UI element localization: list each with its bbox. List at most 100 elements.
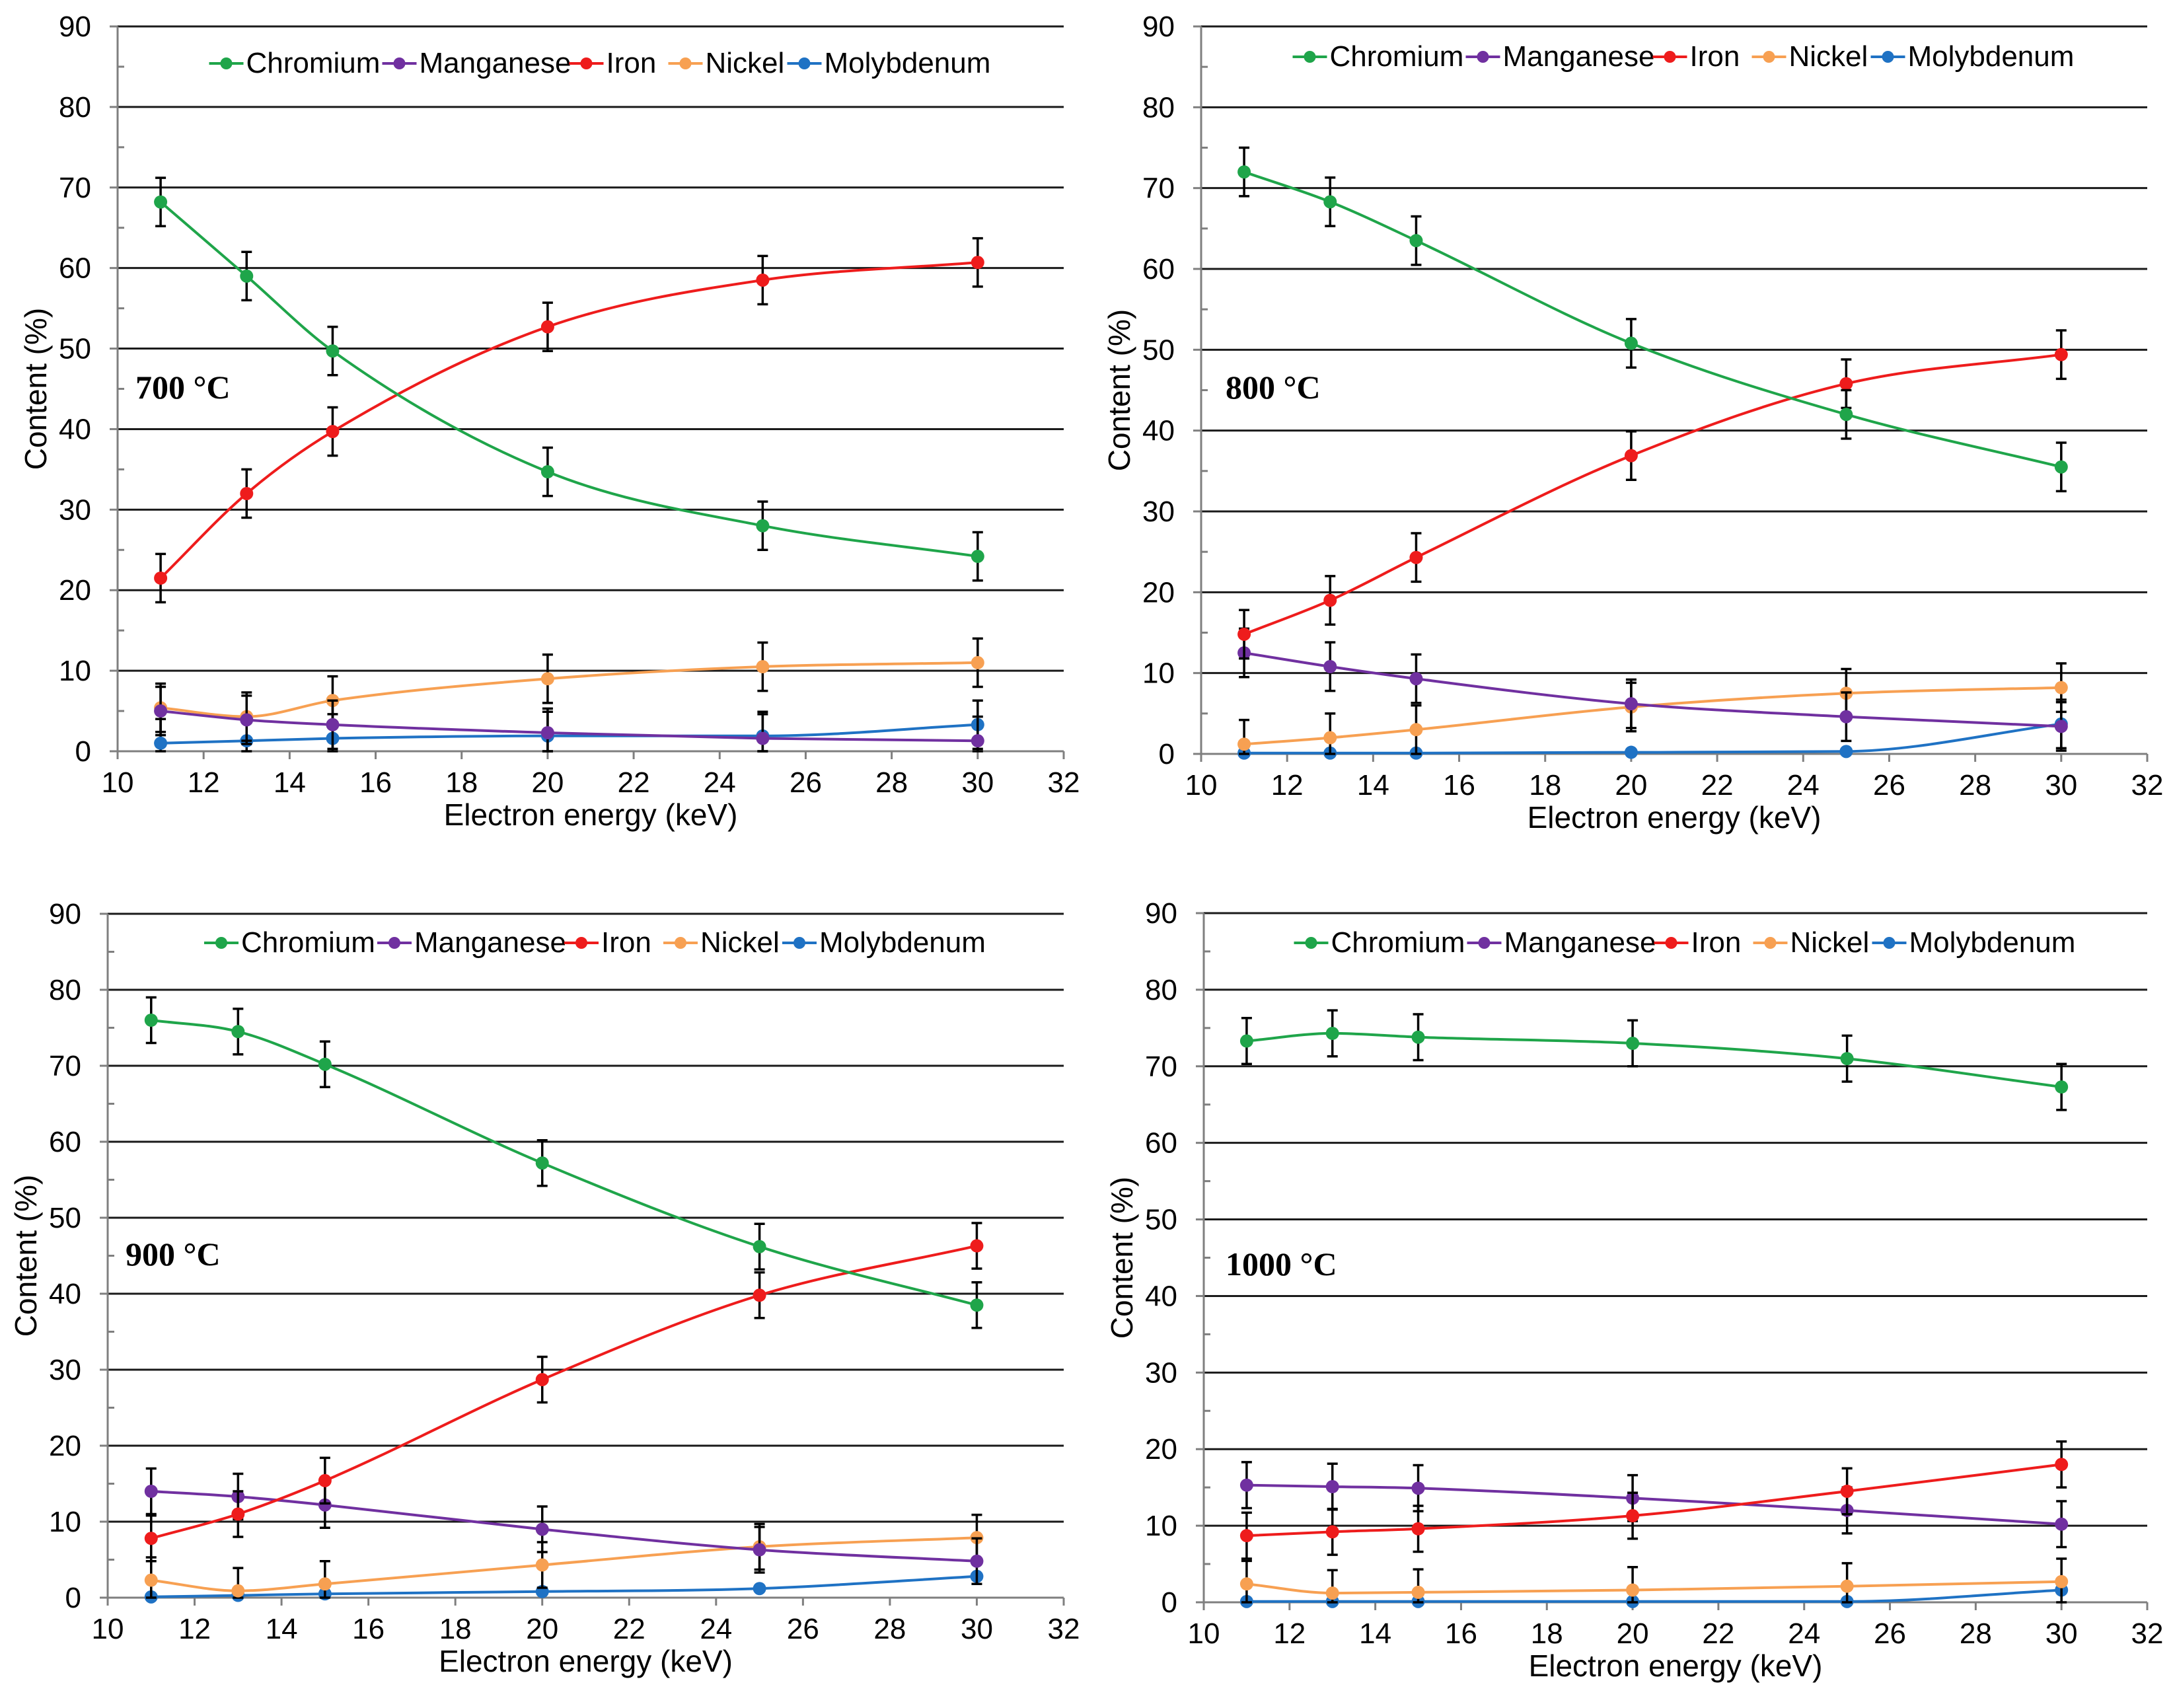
- legend-item: Molybdenum: [1870, 40, 2074, 73]
- legend-label: Nickel: [1789, 40, 1868, 73]
- x-tick-label: 20: [531, 766, 564, 799]
- data-point: [753, 1288, 766, 1302]
- series-line: [1246, 1031, 2062, 1089]
- x-tick-label: 28: [1960, 1617, 1992, 1650]
- data-point: [1239, 1034, 1253, 1048]
- y-axis-title: Content (%): [1105, 1177, 1139, 1339]
- temperature-label: 1000 °C: [1226, 1245, 1337, 1282]
- data-point: [318, 1577, 332, 1591]
- y-tick-label: 40: [49, 1278, 81, 1310]
- y-tick-label: 50: [1142, 334, 1175, 366]
- data-point: [535, 1372, 549, 1386]
- data-point: [1840, 1052, 1854, 1066]
- y-tick-label: 30: [59, 494, 91, 526]
- x-tick-label: 30: [2045, 1617, 2078, 1650]
- x-tick-label: 28: [1959, 769, 1991, 801]
- data-point: [326, 425, 340, 439]
- legend-item: Chromium: [209, 47, 380, 79]
- x-tick-label: 18: [445, 766, 478, 799]
- data-point: [1624, 697, 1638, 711]
- data-point: [1323, 659, 1337, 673]
- x-axis-title: Electron energy (keV): [439, 1644, 733, 1678]
- y-axis-title: Content (%): [18, 308, 53, 470]
- legend-item: Manganese: [377, 926, 566, 959]
- data-point: [1839, 377, 1853, 390]
- data-point: [1409, 723, 1423, 737]
- y-tick-label: 20: [59, 574, 91, 607]
- legend-label: Nickel: [1790, 926, 1870, 959]
- legend-marker: [1883, 937, 1896, 949]
- legend-marker: [679, 57, 692, 69]
- data-point: [154, 195, 168, 209]
- temperature-label: 800 °C: [1226, 369, 1321, 406]
- y-tick-label: 20: [1142, 576, 1175, 609]
- y-tick-label: 10: [1142, 657, 1175, 690]
- data-point: [318, 1473, 332, 1487]
- x-tick-label: 10: [102, 766, 134, 799]
- chart-panel: 0 10 20 30 40 50 60 70 80 90 10 12 14 16 18 20 22 24 26 28 3…: [9, 898, 1080, 1678]
- x-tick-label: 12: [178, 1613, 211, 1645]
- legend-item: Nickel: [1753, 926, 1870, 959]
- x-tick-label: 18: [1531, 1617, 1563, 1650]
- data-point: [240, 486, 254, 500]
- legend-item: Nickel: [1751, 40, 1868, 73]
- y-tick-label: 70: [49, 1050, 81, 1082]
- x-tick-label: 12: [1273, 1617, 1306, 1650]
- legend-marker: [1304, 51, 1316, 63]
- x-tick-label: 20: [1617, 1617, 1649, 1650]
- x-tick-label: 28: [873, 1613, 906, 1645]
- x-tick-label: 22: [1701, 769, 1734, 801]
- series-nickel: [1237, 662, 2068, 755]
- data-point: [144, 1532, 158, 1545]
- data-point: [231, 1025, 245, 1039]
- y-tick-label: 40: [1145, 1280, 1177, 1312]
- legend-label: Iron: [601, 926, 651, 959]
- data-point: [756, 273, 770, 287]
- x-tick-label: 32: [2131, 769, 2164, 801]
- legend-label: Manganese: [1503, 40, 1655, 73]
- y-tick-label: 0: [65, 1582, 81, 1614]
- data-point: [1323, 195, 1337, 209]
- data-point: [970, 1298, 984, 1312]
- x-tick-label: 24: [700, 1613, 732, 1645]
- x-tick-label: 30: [2045, 769, 2077, 801]
- legend-item: Nickel: [663, 926, 780, 959]
- y-tick-label: 90: [1145, 897, 1177, 930]
- legend-label: Molybdenum: [819, 926, 986, 959]
- legend: Chromium Manganese Iron Nickel Molybdenum: [209, 47, 991, 79]
- series-nickel: [154, 637, 984, 742]
- x-tick-label: 24: [1788, 1617, 1820, 1650]
- legend-item: Manganese: [1467, 926, 1656, 959]
- x-tick-label: 18: [1529, 769, 1561, 801]
- legend: Chromium Manganese Iron Nickel Molybdenum: [1292, 40, 2074, 73]
- data-point: [1626, 1583, 1640, 1597]
- y-tick-label: 80: [1145, 974, 1177, 1006]
- data-point: [154, 704, 168, 718]
- x-tick-label: 22: [1702, 1617, 1734, 1650]
- legend-marker: [793, 937, 805, 949]
- x-tick-label: 26: [1874, 1617, 1906, 1650]
- legend-item: Chromium: [1294, 926, 1465, 959]
- y-tick-label: 70: [1145, 1051, 1177, 1083]
- series-manganese: [1237, 627, 2068, 752]
- series-iron: [1239, 1440, 2069, 1560]
- legend-label: Molybdenum: [825, 47, 991, 79]
- x-tick-label: 32: [2131, 1617, 2164, 1650]
- data-point: [971, 655, 984, 669]
- data-point: [1624, 336, 1638, 350]
- data-point: [971, 550, 984, 564]
- data-point: [540, 320, 554, 334]
- y-tick-label: 20: [1145, 1433, 1177, 1466]
- data-point: [318, 1057, 332, 1071]
- series-manganese: [144, 1467, 984, 1586]
- x-tick-label: 14: [274, 766, 306, 799]
- chart-panel: 0 10 20 30 40 50 60 70 80 90 10 12 14 16 18 20 22 24 26 28 3…: [18, 11, 1080, 832]
- y-tick-label: 10: [1145, 1510, 1177, 1542]
- data-point: [1323, 593, 1337, 607]
- y-tick-label: 0: [75, 735, 91, 768]
- series-chromium: [154, 176, 984, 582]
- x-tick-label: 26: [1873, 769, 1905, 801]
- data-point: [154, 736, 168, 750]
- series-line: [1243, 686, 2061, 746]
